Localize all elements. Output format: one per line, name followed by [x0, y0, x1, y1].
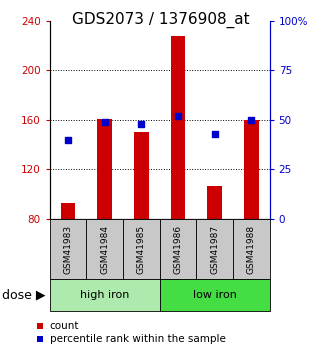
Text: GSM41983: GSM41983	[64, 225, 73, 274]
Text: percentile rank within the sample: percentile rank within the sample	[50, 334, 226, 344]
Point	[65, 137, 71, 142]
Text: GSM41986: GSM41986	[174, 225, 183, 274]
Bar	[207, 186, 222, 219]
Point	[249, 117, 254, 123]
Text: GSM41985: GSM41985	[137, 225, 146, 274]
Bar	[244, 120, 259, 219]
Text: GSM41987: GSM41987	[210, 225, 219, 274]
Text: high iron: high iron	[80, 290, 129, 300]
Point	[212, 131, 217, 137]
Bar	[171, 36, 185, 219]
Bar	[134, 132, 149, 219]
Bar	[61, 203, 75, 219]
Text: GSM41988: GSM41988	[247, 225, 256, 274]
Text: count: count	[50, 321, 79, 331]
Point	[102, 119, 107, 125]
Bar	[97, 119, 112, 219]
Text: low iron: low iron	[193, 290, 237, 300]
Point	[139, 121, 144, 127]
Text: GDS2073 / 1376908_at: GDS2073 / 1376908_at	[72, 12, 249, 28]
Text: GSM41984: GSM41984	[100, 225, 109, 274]
Text: dose ▶: dose ▶	[2, 288, 45, 302]
Point	[176, 113, 181, 119]
